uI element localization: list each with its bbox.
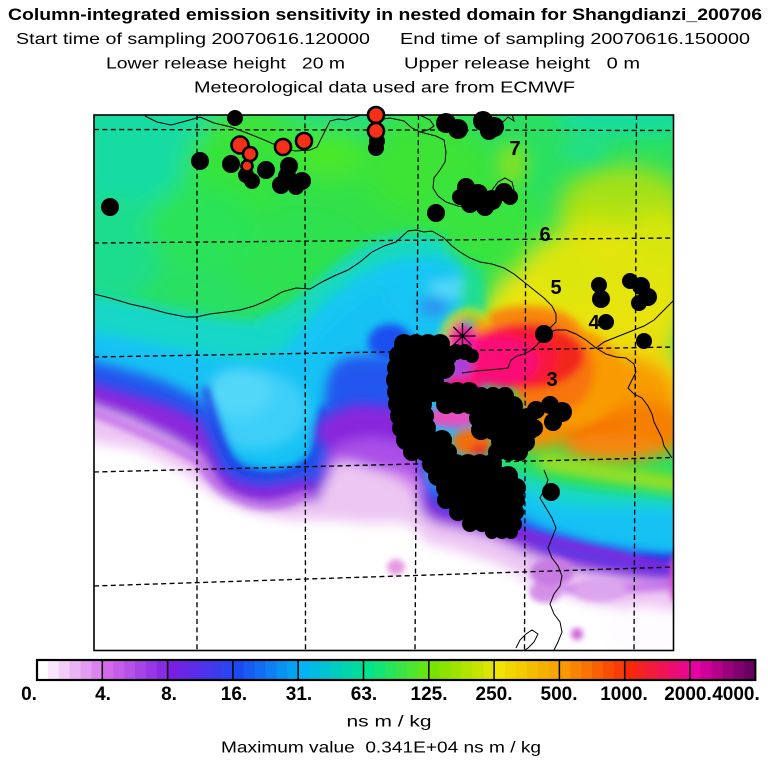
svg-text:8.: 8. — [161, 684, 177, 705]
svg-text:Upper release height 0 m: Upper release height 0 m — [404, 56, 640, 73]
svg-text:6: 6 — [539, 224, 550, 246]
svg-text:1000.: 1000. — [600, 684, 648, 705]
svg-text:End time of sampling 20070616.: End time of sampling 20070616.150000 — [400, 31, 750, 48]
svg-text:4.: 4. — [95, 684, 111, 705]
svg-text:2000.: 2000. — [664, 684, 712, 705]
svg-text:16.: 16. — [221, 684, 247, 705]
svg-text:Column-integrated emission sen: Column-integrated emission sensitivity i… — [8, 6, 762, 24]
svg-text:Start time of sampling 2007061: Start time of sampling 20070616.120000 — [16, 31, 370, 48]
svg-text:31.: 31. — [286, 684, 312, 705]
svg-text:3: 3 — [546, 369, 557, 391]
svg-text:7: 7 — [509, 138, 520, 160]
svg-text:4: 4 — [588, 312, 600, 334]
svg-text:ns m / kg: ns m / kg — [347, 714, 432, 731]
svg-text:4000.: 4000. — [712, 684, 760, 705]
svg-text:Maximum value 0.341E+04 ns m: Maximum value 0.341E+04 ns m / kg — [221, 740, 541, 757]
svg-text:125.: 125. — [411, 684, 448, 705]
svg-text:Lower release height 20 m: Lower release height 20 m — [106, 56, 345, 73]
svg-text:Meteorological data used are f: Meteorological data used are from ECMWF — [194, 80, 575, 97]
svg-text:500.: 500. — [541, 684, 578, 705]
svg-text:5: 5 — [550, 277, 561, 299]
svg-text:63.: 63. — [351, 684, 377, 705]
svg-text:0.: 0. — [21, 684, 37, 705]
svg-text:250.: 250. — [476, 684, 513, 705]
